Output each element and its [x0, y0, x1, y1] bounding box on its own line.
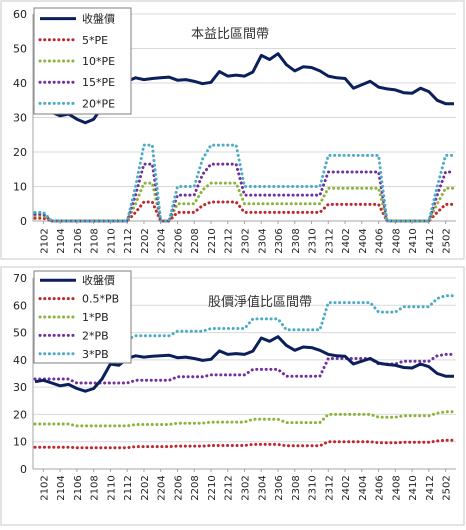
x-tick-label: 2410 — [408, 228, 419, 253]
x-tick-label: 2212 — [224, 475, 235, 500]
x-tick-label: 2204 — [157, 228, 168, 253]
x-tick-label: 2108 — [90, 475, 101, 500]
x-tick-label: 2312 — [324, 475, 335, 500]
x-tick-label: 2108 — [90, 228, 101, 253]
x-tick-label: 2304 — [257, 228, 268, 253]
x-tick-label: 2312 — [324, 228, 335, 253]
x-tick-label: 2210 — [207, 475, 218, 500]
x-tick-label: 2402 — [341, 228, 352, 253]
y-tick-label: 50 — [13, 43, 27, 56]
legend-label: 5*PE — [82, 34, 108, 47]
legend-label: 收盤價 — [82, 273, 115, 287]
x-tick-label: 2106 — [73, 475, 84, 500]
x-tick-label: 2104 — [56, 475, 67, 500]
legend-label: 0.5*PB — [82, 293, 119, 306]
chart-title: 股價淨值比區間帶 — [208, 294, 312, 310]
y-tick-label: 60 — [13, 299, 27, 312]
x-tick-label: 2308 — [291, 228, 302, 253]
series-line-1 — [33, 438, 456, 450]
x-tick-label: 2306 — [274, 475, 285, 500]
legend-label: 3*PB — [82, 348, 109, 361]
x-tick-label: 2410 — [408, 475, 419, 500]
x-tick-label: 2210 — [207, 228, 218, 253]
chart-title: 本益比區間帶 — [191, 27, 269, 42]
x-tick-label: 2302 — [241, 228, 252, 253]
legend-label: 收盤價 — [82, 12, 115, 26]
x-tick-label: 2110 — [106, 475, 117, 500]
x-tick-label: 2412 — [425, 475, 436, 500]
x-tick-label: 2106 — [73, 228, 84, 253]
series-line-2 — [33, 181, 456, 223]
x-tick-label: 2202 — [140, 475, 151, 500]
y-tick-label: 50 — [13, 327, 27, 340]
x-tick-label: 2502 — [442, 228, 453, 253]
x-tick-label: 2102 — [39, 228, 50, 253]
x-tick-label: 2302 — [241, 475, 252, 500]
x-tick-label: 2406 — [375, 475, 386, 500]
y-tick-label: 10 — [13, 436, 27, 449]
series-line-2 — [33, 410, 456, 428]
y-tick-label: 20 — [13, 146, 27, 159]
x-tick-label: 2308 — [291, 475, 302, 500]
x-tick-label: 2404 — [358, 228, 369, 253]
series-line-0 — [34, 335, 454, 393]
y-tick-label: 30 — [13, 112, 27, 125]
y-tick-label: 20 — [13, 408, 27, 421]
x-tick-label: 2304 — [257, 475, 268, 500]
y-tick-label: 0 — [20, 215, 27, 228]
x-tick-label: 2408 — [391, 228, 402, 253]
y-tick-label: 30 — [13, 381, 27, 394]
x-tick-label: 2306 — [274, 228, 285, 253]
x-tick-label: 2208 — [190, 228, 201, 253]
x-tick-label: 2104 — [56, 228, 67, 253]
legend-label: 10*PE — [82, 55, 115, 68]
x-tick-label: 2206 — [173, 475, 184, 500]
y-tick-label: 10 — [13, 181, 27, 194]
legend-label: 1*PB — [82, 311, 109, 324]
y-tick-label: 40 — [13, 77, 27, 90]
x-tick-label: 2110 — [106, 228, 117, 253]
x-tick-label: 2206 — [173, 228, 184, 253]
y-tick-label: 0 — [20, 463, 27, 476]
y-tick-label: 60 — [13, 8, 27, 21]
x-tick-label: 2404 — [358, 475, 369, 500]
x-tick-label: 2204 — [157, 475, 168, 500]
x-tick-label: 2310 — [308, 475, 319, 500]
x-tick-label: 2202 — [140, 228, 151, 253]
pe-band-chart: 0 10 20 30 40 50 60 2102 2104 2106 2108 2110 2112 220… — [0, 0, 465, 260]
x-tick-label: 2310 — [308, 228, 319, 253]
x-tick-label: 2412 — [425, 228, 436, 253]
x-tick-label: 2102 — [39, 475, 50, 500]
x-tick-label: 2408 — [391, 475, 402, 500]
legend-label: 15*PE — [82, 76, 115, 89]
y-tick-label: 40 — [13, 354, 27, 367]
y-tick-label: 70 — [13, 272, 27, 285]
x-tick-label: 2212 — [224, 228, 235, 253]
x-tick-label: 2208 — [190, 475, 201, 500]
series-line-4 — [33, 143, 456, 223]
x-tick-label: 2502 — [442, 475, 453, 500]
legend-label: 2*PB — [82, 329, 109, 342]
x-tick-label: 2406 — [375, 228, 386, 253]
pb-band-chart: 0 10 20 30 40 50 60 70 2102 2104 2106 2108 2110 2112 2… — [0, 266, 465, 526]
x-tick-label: 2112 — [123, 475, 134, 500]
x-tick-label: 2112 — [123, 228, 134, 253]
x-tick-label: 2402 — [341, 475, 352, 500]
legend-label: 20*PE — [82, 97, 115, 110]
series-line-3 — [33, 352, 456, 385]
